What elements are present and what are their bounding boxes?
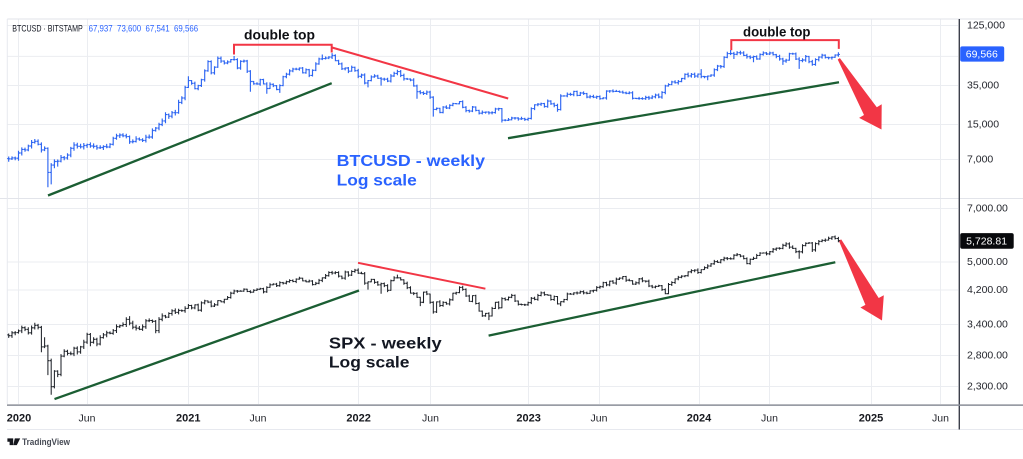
svg-text:35,000: 35,000 (967, 79, 999, 91)
svg-text:2025: 2025 (859, 412, 883, 424)
svg-text:Jun: Jun (761, 412, 778, 424)
svg-text:3,400.00: 3,400.00 (967, 318, 1008, 330)
svg-text:Log scale: Log scale (329, 355, 410, 372)
svg-text:TradingView: TradingView (22, 437, 70, 448)
svg-text:67,937 73,600 67,541 69,566: 67,937 73,600 67,541 69,566 (89, 24, 199, 35)
svg-text:BTCUSD - weekly: BTCUSD - weekly (337, 153, 486, 170)
svg-text:double top: double top (743, 24, 811, 40)
svg-text:Jun: Jun (250, 412, 267, 424)
svg-text:2023: 2023 (516, 412, 540, 424)
svg-text:5,000.00: 5,000.00 (967, 256, 1008, 268)
svg-text:15,000: 15,000 (967, 118, 999, 130)
svg-text:SPX - weekly: SPX - weekly (329, 336, 442, 353)
svg-text:69,566: 69,566 (966, 49, 998, 61)
svg-text:2024: 2024 (687, 412, 712, 424)
svg-text:7,000: 7,000 (967, 153, 993, 165)
svg-text:Jun: Jun (932, 412, 949, 424)
svg-text:2,300.00: 2,300.00 (967, 380, 1008, 392)
svg-text:Jun: Jun (422, 412, 439, 424)
svg-text:Log scale: Log scale (337, 173, 418, 190)
svg-text:double top: double top (244, 26, 315, 42)
svg-text:4,200.00: 4,200.00 (967, 284, 1008, 296)
svg-text:2020: 2020 (7, 412, 31, 424)
svg-text:2021: 2021 (176, 412, 200, 424)
svg-text:BTCUSD · BITSTAMP: BTCUSD · BITSTAMP (12, 24, 83, 35)
svg-text:2,800.00: 2,800.00 (967, 349, 1008, 361)
svg-text:5,728.81: 5,728.81 (966, 236, 1007, 248)
svg-text:Jun: Jun (79, 412, 96, 424)
svg-text:7,000.00: 7,000.00 (967, 202, 1008, 214)
svg-text:125,000: 125,000 (967, 19, 1005, 31)
svg-text:Jun: Jun (591, 412, 608, 424)
svg-text:2022: 2022 (346, 412, 370, 424)
